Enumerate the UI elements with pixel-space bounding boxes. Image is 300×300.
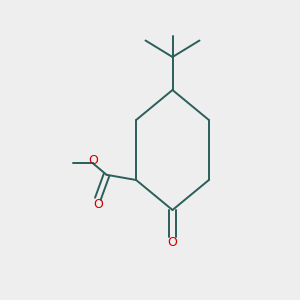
Text: O: O [93, 198, 103, 211]
Text: O: O [88, 154, 98, 167]
Text: O: O [168, 236, 177, 249]
